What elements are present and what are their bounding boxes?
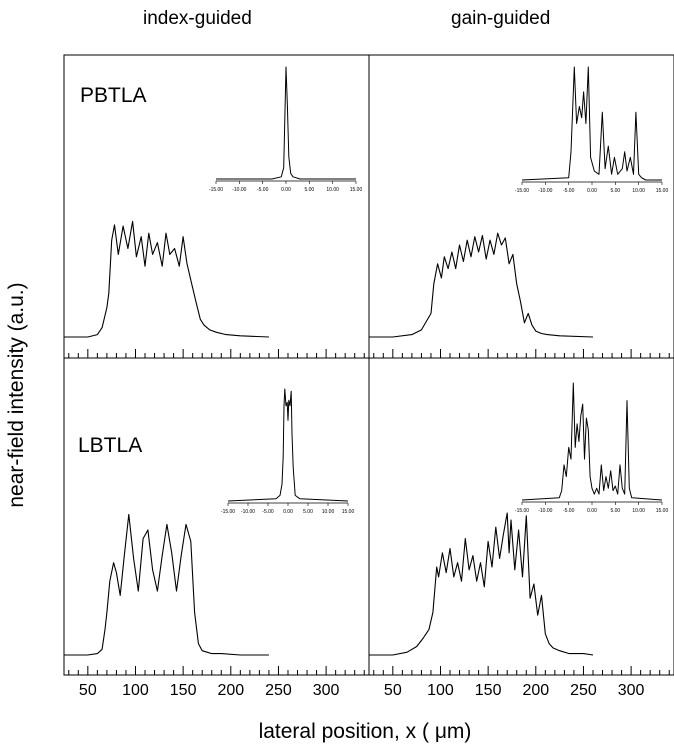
inset-tick-label: -10.00: [538, 188, 552, 194]
inset-tick-label: 0.00: [587, 188, 597, 194]
far-field-inset-curve: [521, 382, 663, 501]
inset-tick-label: 10.00: [632, 508, 645, 514]
panel-frame: [368, 357, 674, 676]
near-field-curve: [369, 232, 594, 338]
inset-tick-label: 0.00: [283, 509, 293, 515]
inset-tick-label: 10.00: [322, 509, 335, 515]
panel-frame: [63, 54, 370, 359]
inset-tick-label: 15.00: [342, 509, 355, 515]
inset-tick-label: -5.00: [563, 508, 575, 514]
x-tick-label: 100: [122, 682, 149, 699]
x-tick-label: 300: [313, 682, 340, 699]
inset-tick-label: 10.00: [326, 187, 339, 193]
far-field-inset-curve: [216, 66, 356, 180]
column-title-index-guided: index-guided: [143, 8, 252, 29]
inset-tick-label: -15.00: [221, 509, 235, 515]
x-tick-label: 200: [522, 682, 549, 699]
row-label-lbtla: LBTLA: [78, 434, 143, 457]
inset-tick-label: 0.00: [587, 508, 597, 514]
inset-tick-label: 5.00: [303, 509, 313, 515]
x-tick-label: 50: [384, 682, 402, 699]
inset-tick-label: -10.00: [241, 509, 255, 515]
inset-tick-label: -15.00: [515, 508, 529, 514]
inset-tick-label: -5.00: [262, 509, 274, 515]
column-title-gain-guided: gain-guided: [451, 8, 551, 29]
near-field-curve: [369, 512, 594, 656]
inset-tick-label: 5.00: [304, 187, 314, 193]
inset-tick-label: -15.00: [515, 188, 529, 194]
x-tick-label: 150: [475, 682, 502, 699]
inset-tick-label: 5.00: [610, 188, 620, 194]
x-tick-label: 150: [170, 682, 197, 699]
inset-tick-label: -10.00: [232, 187, 246, 193]
inset-tick-label: 10.00: [632, 188, 645, 194]
near-field-curve: [64, 513, 269, 656]
panel-frame: [63, 357, 370, 676]
near-field-curve: [64, 220, 269, 338]
inset-tick-label: -5.00: [563, 188, 575, 194]
x-tick-label: 300: [618, 682, 645, 699]
x-tick-label: 250: [265, 682, 292, 699]
inset-tick-label: 15.00: [656, 188, 669, 194]
x-tick-label: 100: [427, 682, 454, 699]
far-field-inset-curve: [227, 388, 349, 502]
far-field-inset-curve: [521, 66, 662, 181]
row-label-pbtla: PBTLA: [80, 84, 147, 107]
x-tick-label: 50: [79, 682, 97, 699]
inset-tick-label: 5.00: [610, 508, 620, 514]
inset-tick-label: 15.00: [656, 508, 669, 514]
x-axis-label: lateral position, x ( μm): [258, 720, 472, 743]
inset-tick-label: 0.00: [281, 187, 291, 193]
inset-tick-label: -15.00: [209, 187, 223, 193]
x-tick-label: 200: [217, 682, 244, 699]
inset-tick-label: 15.00: [350, 187, 363, 193]
x-tick-label: 250: [570, 682, 597, 699]
panel-frame: [368, 54, 674, 359]
inset-tick-label: -5.00: [257, 187, 269, 193]
inset-tick-label: -10.00: [538, 508, 552, 514]
